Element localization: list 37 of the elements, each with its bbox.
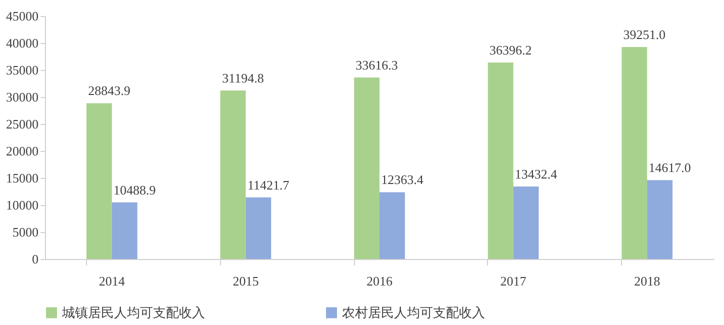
bar [246, 197, 272, 259]
data-label: 28843.9 [88, 83, 130, 98]
x-tick-label: 2015 [232, 274, 259, 288]
bar [488, 62, 514, 259]
data-label: 31194.8 [222, 70, 264, 86]
bar [647, 180, 673, 259]
data-label: 39251.0 [623, 27, 666, 42]
y-tick-label: 15000 [6, 170, 38, 186]
y-tick-label: 20000 [6, 144, 38, 158]
bar [220, 90, 246, 259]
data-label: 13432.4 [514, 166, 558, 182]
bar [513, 186, 539, 259]
x-tick-label: 2017 [500, 274, 527, 288]
y-tick-label: 25000 [6, 116, 38, 132]
bar [622, 47, 648, 259]
bar [354, 77, 380, 259]
y-tick-label: 35000 [6, 62, 38, 78]
y-tick-label: 40000 [6, 36, 38, 50]
legend-label: 农村居民人均可支配收入 [342, 306, 485, 321]
data-label: 36396.2 [489, 42, 532, 58]
y-tick-label: 30000 [6, 90, 38, 104]
x-tick-label: 2018 [634, 274, 660, 288]
data-label: 33616.3 [356, 57, 398, 72]
legend-label: 城镇居民人均可支配收入 [61, 306, 205, 321]
data-label: 11421.7 [248, 177, 290, 192]
bar [380, 192, 405, 259]
data-label: 10488.9 [113, 182, 156, 198]
y-tick-label: 5000 [12, 224, 38, 240]
data-label: 12363.4 [381, 172, 424, 188]
y-tick-label: 45000 [6, 8, 38, 24]
data-label: 14617.0 [648, 160, 691, 176]
bar [112, 202, 138, 259]
y-tick-label: 0 [32, 252, 38, 266]
x-tick-label: 2014 [98, 274, 126, 288]
bar [86, 103, 112, 259]
x-tick-label: 2016 [366, 274, 393, 288]
y-tick-label: 10000 [6, 198, 38, 212]
